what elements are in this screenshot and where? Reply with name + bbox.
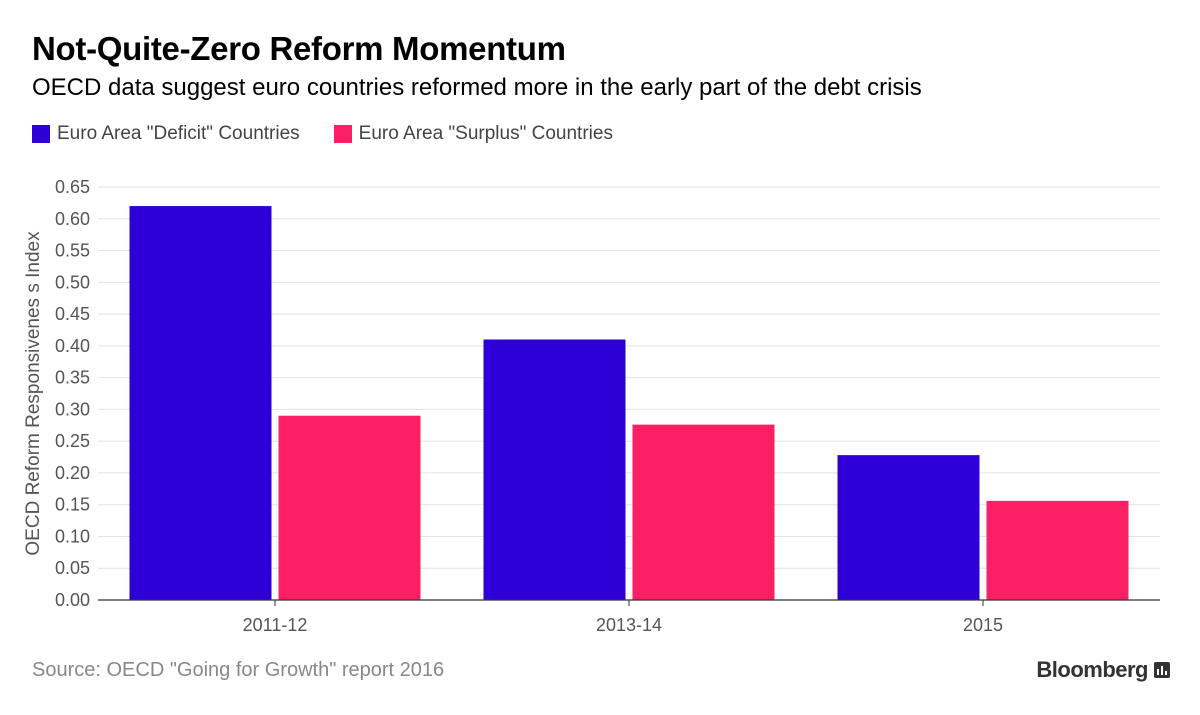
y-tick-label: 0.60 [55, 209, 90, 229]
x-tick-label: 2015 [963, 615, 1003, 635]
bar-chart: 0.00 0.05 0.10 0.15 0.20 0.25 0.30 0.35 0.40 0.45… [23, 177, 1160, 635]
y-tick-label: 0.55 [55, 241, 90, 261]
bar-deficit-2013-14 [483, 339, 626, 600]
x-tick-label: 2013-14 [596, 615, 662, 635]
y-tick-label: 0.35 [55, 368, 90, 388]
legend: Euro Area "Deficit" Countries Euro Area … [32, 123, 647, 145]
y-tick-label: 0.25 [55, 431, 90, 451]
y-axis-label: OECD Reform Responsivenes s Index [23, 231, 44, 556]
bar-deficit-2011-12 [129, 206, 272, 601]
legend-label-surplus: Euro Area "Surplus" Countries [358, 123, 613, 144]
chart-subtitle: OECD data suggest euro countries reforme… [32, 74, 922, 101]
bar-surplus-2011-12 [278, 415, 421, 600]
bar-deficit-2015 [837, 455, 980, 600]
y-tick-label: 0.05 [55, 558, 90, 578]
y-tick-label: 0.65 [55, 177, 90, 197]
brand-name: Bloomberg [1036, 657, 1148, 682]
bar-surplus-2013-14 [632, 424, 775, 600]
legend-item-surplus: Euro Area "Surplus" Countries [333, 123, 613, 145]
legend-item-deficit: Euro Area "Deficit" Countries [32, 123, 300, 145]
bar-surplus-2015 [986, 500, 1129, 600]
y-tick-label: 0.00 [55, 590, 90, 610]
legend-swatch-deficit [32, 125, 50, 143]
y-tick-label: 0.15 [55, 495, 90, 515]
chart-title: Not-Quite-Zero Reform Momentum [32, 30, 566, 67]
y-tick-label: 0.20 [55, 463, 90, 483]
source-note: Source: OECD "Going for Growth" report 2… [32, 659, 445, 681]
bloomberg-chart-icon [1154, 662, 1170, 678]
y-tick-label: 0.40 [55, 336, 90, 356]
y-tick-label: 0.30 [55, 399, 90, 419]
legend-swatch-surplus [333, 125, 352, 143]
brand-logo: Bloomberg [1036, 657, 1170, 683]
y-tick-label: 0.45 [55, 304, 90, 324]
y-tick-label: 0.50 [55, 272, 90, 292]
x-tick-label: 2011-12 [243, 615, 308, 635]
y-tick-label: 0.10 [55, 526, 90, 546]
legend-label-deficit: Euro Area "Deficit" Countries [57, 123, 300, 144]
